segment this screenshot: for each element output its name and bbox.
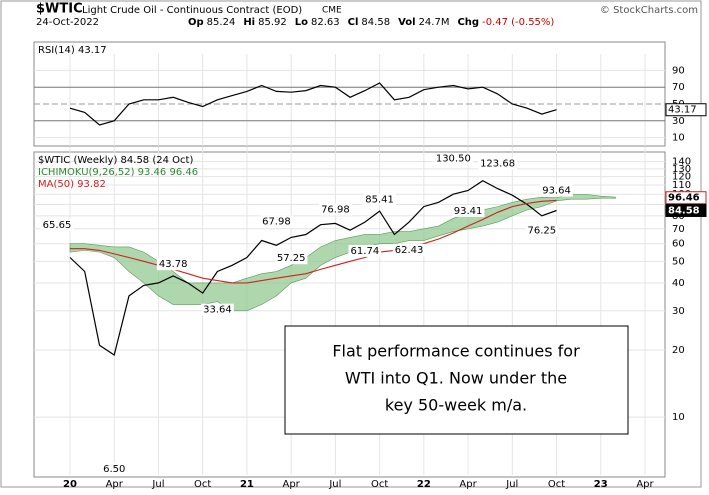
value-tag-label: 43.17 [668,105,697,116]
stat-label: Hi [243,17,255,28]
value-tag [665,203,707,217]
price-label: 61.74 [351,246,380,257]
x-tick-label: Oct [548,479,565,490]
stat-label: Lo [295,17,308,28]
price-label-box [319,203,352,216]
stat-value: 24.7M [419,17,450,28]
price-label: 123.68 [480,159,515,170]
stats: Op 85.24 Hi 85.92 Lo 82.63 Cl 84.58 Vol 24.7M Chg -… [188,17,554,28]
x-tick-label: Apr [106,479,124,490]
y-tick-label: 40 [672,278,685,289]
price-label: 85.41 [365,195,394,206]
y-tick-label: 70 [672,82,685,93]
stat-label: Vol [398,17,416,28]
x-tick-label: 20 [63,479,77,490]
x-tick-label: 23 [594,479,608,490]
stat-value: 84.58 [361,17,390,28]
price-label: 130.50 [436,153,471,164]
x-tick-label: 21 [240,479,254,490]
legend-entry: $WTIC (Weekly) 84.58 (24 Oct) [38,155,193,166]
price-label-box [451,204,485,217]
y-tick-label: 10 [672,133,685,144]
price-label: 65.65 [43,220,72,231]
legend-entry: ICHIMOKU(9,26,52) 93.46 96.46 [38,167,198,178]
ichimoku-cloud [69,193,616,312]
price-label: 6.50 [103,464,125,475]
stat-value: -0.47 (-0.55%) [482,17,554,28]
price-panel [33,151,666,478]
legend-entry: MA(50) 93.82 [38,179,106,190]
price-label-box [348,244,382,257]
x-tick-label: Jul [151,479,164,490]
y-tick-label: 30 [672,306,685,317]
source: © StockCharts.com [600,5,698,16]
price-label-box [40,218,74,231]
price-label: 76.98 [321,205,350,216]
price-label: 57.25 [277,253,306,264]
x-tick-label: Oct [371,479,388,490]
x-tick-label: Apr [459,479,477,490]
series-line [70,199,557,284]
y-tick-label: 90 [672,65,685,76]
symbol: $WTIC [36,2,83,17]
value-tag [665,103,707,117]
price-label-box [156,258,190,271]
series-line [69,82,557,126]
instrument-name: Light Crude Oil - Continuous Contract (E… [82,5,302,16]
annotation-line: Flat performance continues for [332,342,580,361]
stat-value: 82.63 [311,17,340,28]
price-label: 67.98 [262,217,291,228]
y-tick-label: 140 [672,157,691,168]
series-line [69,180,557,356]
price-label-box [201,303,234,316]
y-tick-label: 70 [672,224,685,235]
y-tick-label: 110 [672,180,691,191]
x-tick-label: Jul [328,479,341,490]
y-tick-label: 120 [672,172,691,183]
stat-label: Op [188,17,204,28]
price-label-box [363,193,396,206]
annotation-line: WTI into Q1. Now under the [345,369,567,388]
price-label-box [433,152,473,165]
y-tick-label: 50 [672,256,685,267]
price-label-box [525,224,559,237]
price-label: 62.43 [395,245,424,256]
y-tick-label: 10 [672,412,685,423]
exchange: CME [322,6,342,16]
price-label: 93.41 [454,206,483,217]
y-tick-label: 20 [672,345,685,356]
y-tick-label: 60 [672,239,685,250]
price-label-box [101,462,128,475]
date: 24-Oct-2022 [36,17,99,28]
price-label-box [392,243,426,256]
value-tag-label: 96.46 [668,193,700,204]
price-label: 76.25 [527,225,556,236]
stat-label: Cl [348,17,359,28]
rsi-legend: RSI(14) 43.17 [38,45,107,56]
x-tick-label: Oct [194,479,211,490]
price-label: 93.64 [542,186,571,197]
price-label: 33.64 [203,305,232,316]
x-tick-label: Apr [636,479,654,490]
price-label: 43.78 [159,259,188,270]
y-tick-label: 30 [672,116,685,127]
rsi-panel [33,41,666,147]
price-label-box [260,215,293,228]
stat-label: Chg [457,17,479,28]
stat-value: 85.92 [258,17,287,28]
price-label-box [478,157,518,170]
annotation-box [284,325,629,435]
value-tag [665,191,707,205]
x-tick-label: Jul [505,479,518,490]
price-label-box [540,184,573,197]
stat-value: 85.24 [207,17,236,28]
y-tick-label: 130 [672,164,691,175]
value-tag-label: 84.58 [668,205,700,216]
x-tick-label: Apr [282,479,300,490]
x-tick-label: 22 [417,479,431,490]
price-label-box [274,252,308,265]
annotation-line: key 50-week m/a. [385,396,527,415]
